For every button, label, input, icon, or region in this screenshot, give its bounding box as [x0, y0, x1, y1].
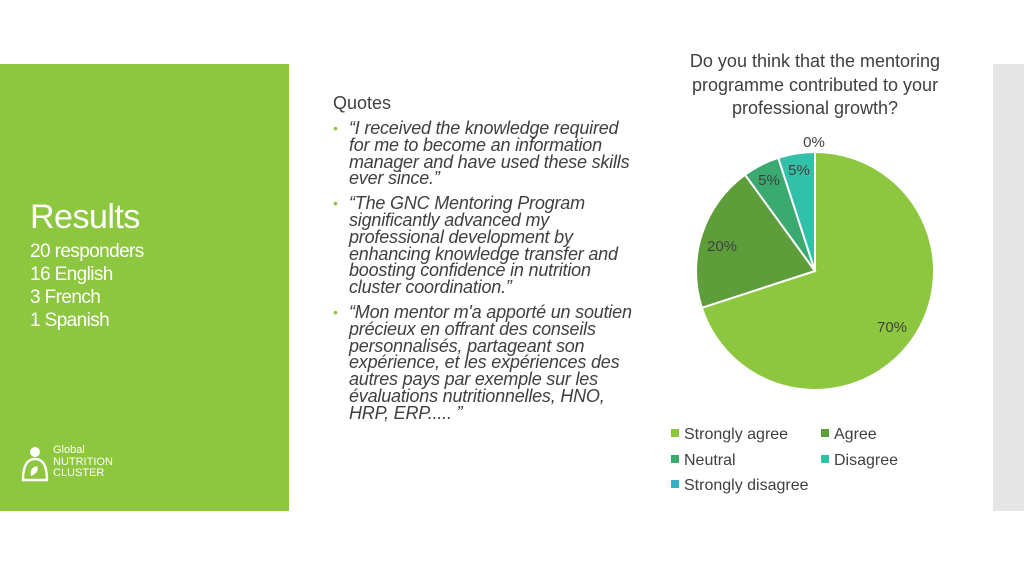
- data-label-neutral: 5%: [758, 172, 780, 189]
- quotes-section: Quotes • “I received the knowledge requi…: [333, 93, 633, 430]
- pie-chart: 70% 20% 5% 5% 0%: [695, 134, 935, 391]
- legend-item-neutral: Neutral: [671, 452, 736, 470]
- chart-title: Do you think that the mentoring programm…: [689, 51, 941, 118]
- legend-label: Disagree: [834, 452, 899, 469]
- logo-text: Global NUTRITION CLUSTER: [53, 444, 113, 479]
- legend-item-strongly-disagree: Strongly disagree: [671, 477, 809, 495]
- legend-label: Strongly disagree: [684, 477, 809, 494]
- legend-item-strongly-agree: Strongly agree: [671, 426, 788, 444]
- french-count: 3 French: [30, 287, 101, 308]
- legend-item-agree: Agree: [821, 426, 877, 444]
- legend-swatch: [821, 429, 829, 437]
- pie-slice-agree: [695, 173, 817, 310]
- english-count: 16 English: [30, 264, 113, 285]
- legend-swatch: [671, 455, 679, 463]
- results-list: 20 responders 16 English 3 French 1 Span…: [30, 240, 144, 332]
- data-label-disagree: 5%: [788, 162, 810, 179]
- data-label-agree: 20%: [707, 238, 737, 255]
- legend-swatch: [821, 455, 829, 463]
- quotes-heading: Quotes: [333, 93, 392, 113]
- results-title: Results: [30, 198, 140, 236]
- results-panel: [0, 64, 289, 511]
- legend-label: Strongly agree: [684, 426, 789, 443]
- spanish-count: 1 Spanish: [30, 310, 110, 331]
- quote-item: • “The GNC Mentoring Program significant…: [333, 193, 618, 298]
- logo-icon: [21, 447, 49, 482]
- right-edge-bar: [993, 64, 1024, 511]
- legend-swatch: [671, 480, 679, 488]
- legend-swatch: [671, 429, 679, 437]
- pie-slice-strongly-agree: [700, 150, 935, 391]
- responders-count: 20 responders: [30, 241, 144, 262]
- bullet-icon: •: [333, 120, 338, 136]
- quote-item: • “I received the knowledge required for…: [333, 118, 630, 189]
- bullet-icon: •: [333, 195, 338, 212]
- legend-item-disagree: Disagree: [821, 452, 898, 470]
- data-label-strongly-agree: 70%: [877, 319, 907, 336]
- legend-label: Neutral: [684, 452, 736, 469]
- bullet-icon: •: [333, 303, 338, 320]
- chart-legend: Strongly agree Agree Neutral Disagree Strong…: [671, 425, 971, 505]
- pie-slice-disagree: [776, 150, 816, 272]
- data-label-strongly-disagree: 0%: [803, 134, 825, 151]
- quote-item: • “Mon mentor m'a apporté un soutien pré…: [333, 301, 632, 423]
- legend-label: Agree: [834, 426, 877, 443]
- global-nutrition-cluster-logo: Global NUTRITION CLUSTER: [20, 444, 140, 484]
